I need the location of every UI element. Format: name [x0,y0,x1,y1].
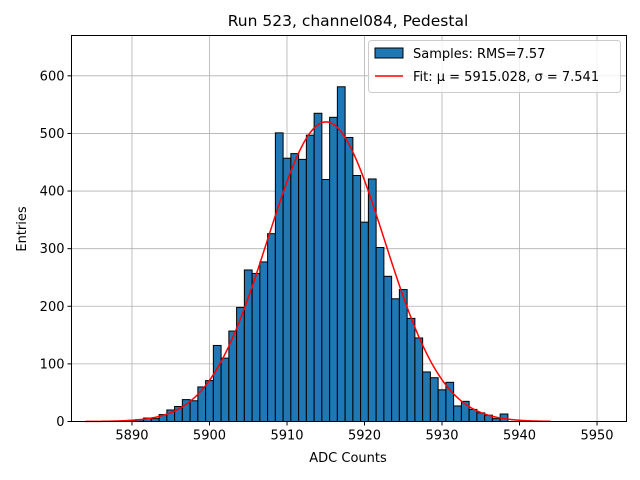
y-axis: 0 100 200 300 400 500 600 [40,69,72,430]
histogram-bar [414,337,424,422]
histogram-bar [352,174,362,422]
x-tick-label: 5900 [193,429,226,444]
histogram-bar [375,247,385,422]
histogram-bar [383,275,393,422]
histogram-bar [321,179,331,422]
y-axis-label: Entries [15,206,30,252]
histogram-bar [298,158,307,423]
legend-box [368,40,621,93]
histogram-bar [220,357,230,422]
y-tick-label: 500 [40,127,65,142]
y-tick-label: 600 [40,69,65,84]
histogram-bar [391,298,400,422]
histogram-bar [445,381,455,423]
histogram-bar [305,134,315,422]
histogram-bar [282,157,292,422]
x-axis-label: ADC Counts [309,451,387,466]
histogram-bar [437,389,447,423]
histogram-bar [468,408,478,422]
histogram-bar [274,132,284,423]
histogram-bar [453,405,462,422]
histogram-bar [367,178,377,422]
y-tick-label: 0 [56,415,64,430]
x-tick-label: 5910 [270,429,303,444]
y-tick-label: 100 [40,357,65,372]
histogram-bar [267,233,276,422]
histogram-bar [243,269,253,422]
histogram-bar [205,380,214,422]
histogram-bar [360,221,369,422]
legend-patch-samples [374,47,404,59]
histogram-bar [313,112,323,422]
x-tick-label: 5920 [348,429,381,444]
histogram-bar [398,289,408,423]
histogram-bar [259,261,269,422]
x-tick-label: 5930 [425,429,458,444]
y-tick-label: 400 [40,185,65,200]
histogram-bar [290,153,300,422]
legend: Samples: RMS=7.57 Fit: μ = 5915.028, σ =… [368,40,621,93]
x-tick-label: 5940 [503,429,536,444]
plot-frame [71,35,627,422]
y-tick-label: 200 [40,300,65,315]
x-axis: 5890 5900 5910 5920 5930 5940 5950 [115,421,614,444]
histogram-bar [429,377,439,423]
histogram-bar [251,272,261,422]
histogram-bar [406,317,416,423]
histogram-bar [189,400,199,423]
y-tick-label: 300 [40,242,65,257]
histogram-bar [329,116,338,422]
x-tick-label: 5950 [580,429,613,444]
fit-curve [85,121,551,423]
legend-label-fit: Fit: μ = 5915.028, σ = 7.541 [413,70,599,85]
x-tick-label: 5890 [115,429,148,444]
histogram-bar [422,371,431,423]
histogram-bar [212,344,222,422]
legend-label-samples: Samples: RMS=7.57 [413,47,545,62]
chart-title: Run 523, channel084, Pedestal [228,12,469,30]
histogram-bar [344,136,354,422]
